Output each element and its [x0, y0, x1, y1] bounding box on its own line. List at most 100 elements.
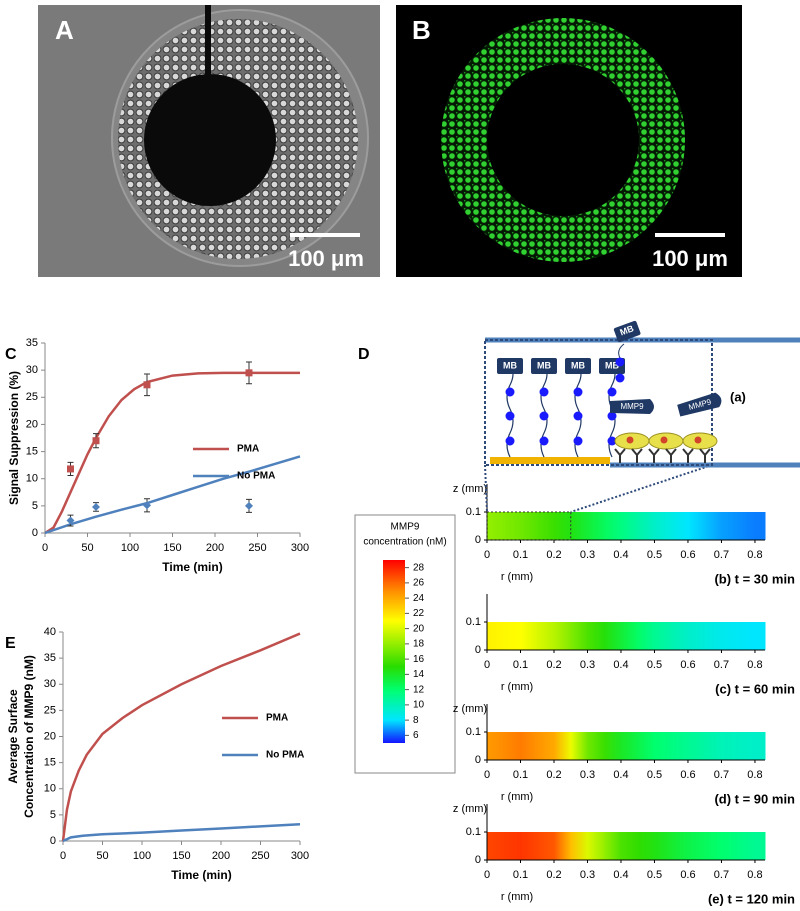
- z-tick-label: 0: [475, 534, 481, 546]
- probe-bead: [607, 387, 617, 397]
- z-tick-label: 0.1: [466, 726, 481, 738]
- panel-label: E: [5, 635, 16, 652]
- x-tick-label: 150: [172, 850, 190, 862]
- heatmap-cell: [570, 732, 605, 760]
- x-tick-label: 300: [291, 850, 309, 862]
- r-tick-label: 0.1: [513, 659, 528, 671]
- heatmap-cell: [671, 512, 706, 540]
- r-tick-label: 0.6: [680, 769, 695, 781]
- legend-label: PMA: [237, 444, 259, 455]
- probe-bead: [505, 387, 515, 397]
- colorbar-tick-label: 6: [413, 730, 419, 741]
- heatmap-caption: (c) t = 60 min: [715, 681, 795, 696]
- heatmap-cell: [487, 622, 505, 650]
- y-tick-label: 20: [44, 730, 56, 742]
- heatmap-cell: [604, 512, 639, 540]
- enzyme: [610, 399, 654, 414]
- r-axis-label: r (mm): [501, 681, 533, 693]
- heatmap-cell: [487, 732, 505, 760]
- legend-label: No PMA: [266, 750, 304, 761]
- antibody: [682, 448, 694, 463]
- r-tick-label: 0.2: [546, 659, 561, 671]
- r-tick-label: 0: [484, 869, 490, 881]
- y-tick-label: 10: [26, 473, 38, 485]
- heatmap-cell: [537, 732, 572, 760]
- heatmap-caption: (d) t = 90 min: [714, 791, 795, 806]
- heatmap-cell: [637, 832, 672, 860]
- r-tick-label: 0.5: [647, 659, 662, 671]
- schematic-label: (a): [730, 389, 746, 404]
- r-tick-label: 0.7: [714, 869, 729, 881]
- heatmap-caption: (b) t = 30 min: [714, 571, 795, 586]
- heatmap-cell: [537, 622, 572, 650]
- probe-tag: [613, 320, 641, 343]
- r-tick-label: 0.5: [647, 549, 662, 561]
- heatmap-cell: [738, 512, 766, 540]
- r-tick-label: 0.6: [680, 549, 695, 561]
- heatmap-cell: [671, 832, 706, 860]
- probe-bead: [539, 436, 549, 446]
- r-tick-label: 0.3: [580, 549, 595, 561]
- y-axis-label: Concentration of MMP9 (nM): [22, 655, 36, 818]
- r-tick-label: 0.5: [647, 869, 662, 881]
- r-tick-label: 0: [484, 659, 490, 671]
- probe-bead: [505, 411, 515, 421]
- panel-label: D: [358, 346, 370, 363]
- y-tick-label: 25: [26, 391, 38, 403]
- y-tick-label: 10: [44, 783, 56, 795]
- colorbar-tick-label: 26: [413, 578, 425, 589]
- zoom-region: [484, 339, 713, 466]
- zoom-box: [486, 511, 572, 541]
- r-axis-label: r (mm): [501, 791, 533, 803]
- y-tick-label: 5: [32, 500, 38, 512]
- x-tick-label: 200: [212, 850, 230, 862]
- panel-label: C: [5, 346, 17, 363]
- electrode: [487, 64, 639, 216]
- r-tick-label: 0.4: [613, 869, 628, 881]
- r-tick-label: 0.2: [546, 769, 561, 781]
- y-tick-label: 0: [50, 835, 56, 847]
- y-axis-label: Average Surface: [6, 689, 20, 784]
- r-axis-label: r (mm): [501, 571, 533, 583]
- antibody: [631, 448, 643, 463]
- x-tick-label: 250: [251, 850, 269, 862]
- colorbar-tick-label: 20: [413, 623, 425, 634]
- heatmap-caption: (e) t = 120 min: [708, 891, 795, 906]
- z-tick-label: 0: [475, 754, 481, 766]
- enzyme-label: MMP9: [620, 402, 644, 411]
- x-tick-label: 150: [163, 542, 181, 554]
- y-tick-label: 15: [26, 445, 38, 457]
- data-point: [92, 502, 100, 511]
- series-line: [44, 371, 300, 535]
- y-tick-label: 15: [44, 757, 56, 769]
- electrode: [144, 74, 276, 206]
- y-tick-label: 40: [44, 626, 56, 638]
- x-tick-label: 50: [81, 542, 93, 554]
- heatmap-cell: [503, 832, 538, 860]
- gold-electrode: [490, 457, 610, 464]
- data-point: [245, 501, 253, 510]
- r-tick-label: 0.2: [546, 549, 561, 561]
- probe-bead: [505, 436, 515, 446]
- y-tick-label: 35: [26, 337, 38, 349]
- x-tick-label: 200: [206, 542, 224, 554]
- r-tick-label: 0.4: [613, 549, 628, 561]
- series-line: [62, 823, 301, 843]
- cell-nucleus: [694, 436, 702, 444]
- colorbar-tick-label: 8: [413, 715, 419, 726]
- data-point: [143, 501, 151, 510]
- antibody: [665, 448, 677, 463]
- heatmap-cell: [604, 622, 639, 650]
- data-point: [66, 516, 75, 525]
- heatmap-cell: [537, 832, 572, 860]
- colorbar-title: concentration (nM): [363, 537, 446, 548]
- panel-label: B: [412, 15, 431, 45]
- probe-tag: [565, 358, 591, 374]
- r-tick-label: 0.1: [513, 869, 528, 881]
- probe-tag: [497, 358, 523, 374]
- legend-label: No PMA: [237, 471, 275, 482]
- y-tick-label: 35: [44, 652, 56, 664]
- r-tick-label: 0.1: [513, 769, 528, 781]
- heatmap-cell: [637, 512, 672, 540]
- electrode-wire: [205, 5, 211, 77]
